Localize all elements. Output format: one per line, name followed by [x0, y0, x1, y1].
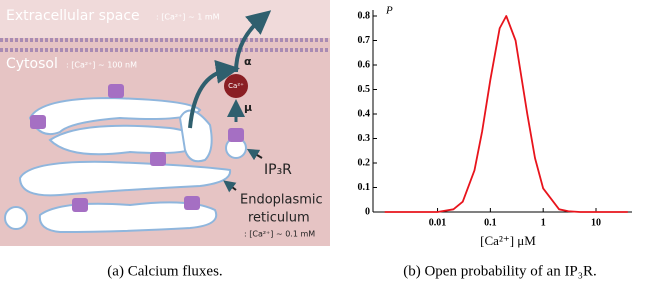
x-tick-label: 0.1: [484, 217, 497, 228]
y-tick-label: 0.1: [358, 182, 371, 193]
label: α: [244, 55, 252, 68]
label: Ca²⁺: [228, 82, 244, 90]
y-axis-label: P: [385, 5, 393, 17]
panel-a: Extracellular space : [Ca²⁺] ~ 1 mM Cyto…: [0, 0, 330, 279]
panel-b: (b) Open probability of an IP₃R. [Ca²⁺] …: [358, 5, 633, 280]
label: : [Ca²⁺] ~ 1 mM: [156, 13, 220, 22]
figure: Extracellular space : [Ca²⁺] ~ 1 mM Cyto…: [0, 0, 654, 288]
caption: (a) Calcium fluxes.: [107, 263, 222, 279]
x-tick-label: 10: [591, 217, 601, 228]
y-tick-label: 0.4: [358, 108, 371, 119]
y-tick-label: 0.7: [358, 35, 371, 46]
y-tick-label: 0.6: [358, 59, 371, 70]
label: Endoplasmic: [240, 193, 323, 208]
label: Cytosol: [6, 56, 58, 72]
y-tick-label: 0.3: [358, 133, 371, 144]
curve: [385, 16, 628, 212]
x-axis-label: [Ca²⁺] μM: [480, 233, 536, 248]
y-tick-label: 0.2: [358, 157, 371, 168]
x-tick-label: 0.01: [429, 217, 447, 228]
caption: (b) Open probability of an IP₃R.: [403, 263, 597, 279]
y-tick-label: 0.8: [358, 10, 371, 21]
label: Extracellular space: [6, 8, 140, 24]
x-tick-label: 1: [541, 217, 546, 228]
label: : [Ca²⁺] ~ 0.1 mM: [244, 230, 315, 239]
label: : [Ca²⁺] ~ 100 nM: [66, 61, 137, 70]
y-tick-label: 0.5: [358, 84, 371, 95]
y-tick-label: 0: [365, 206, 370, 217]
label: μ: [244, 101, 252, 114]
label: reticulum: [248, 211, 310, 226]
label: IP₃R: [264, 162, 292, 178]
